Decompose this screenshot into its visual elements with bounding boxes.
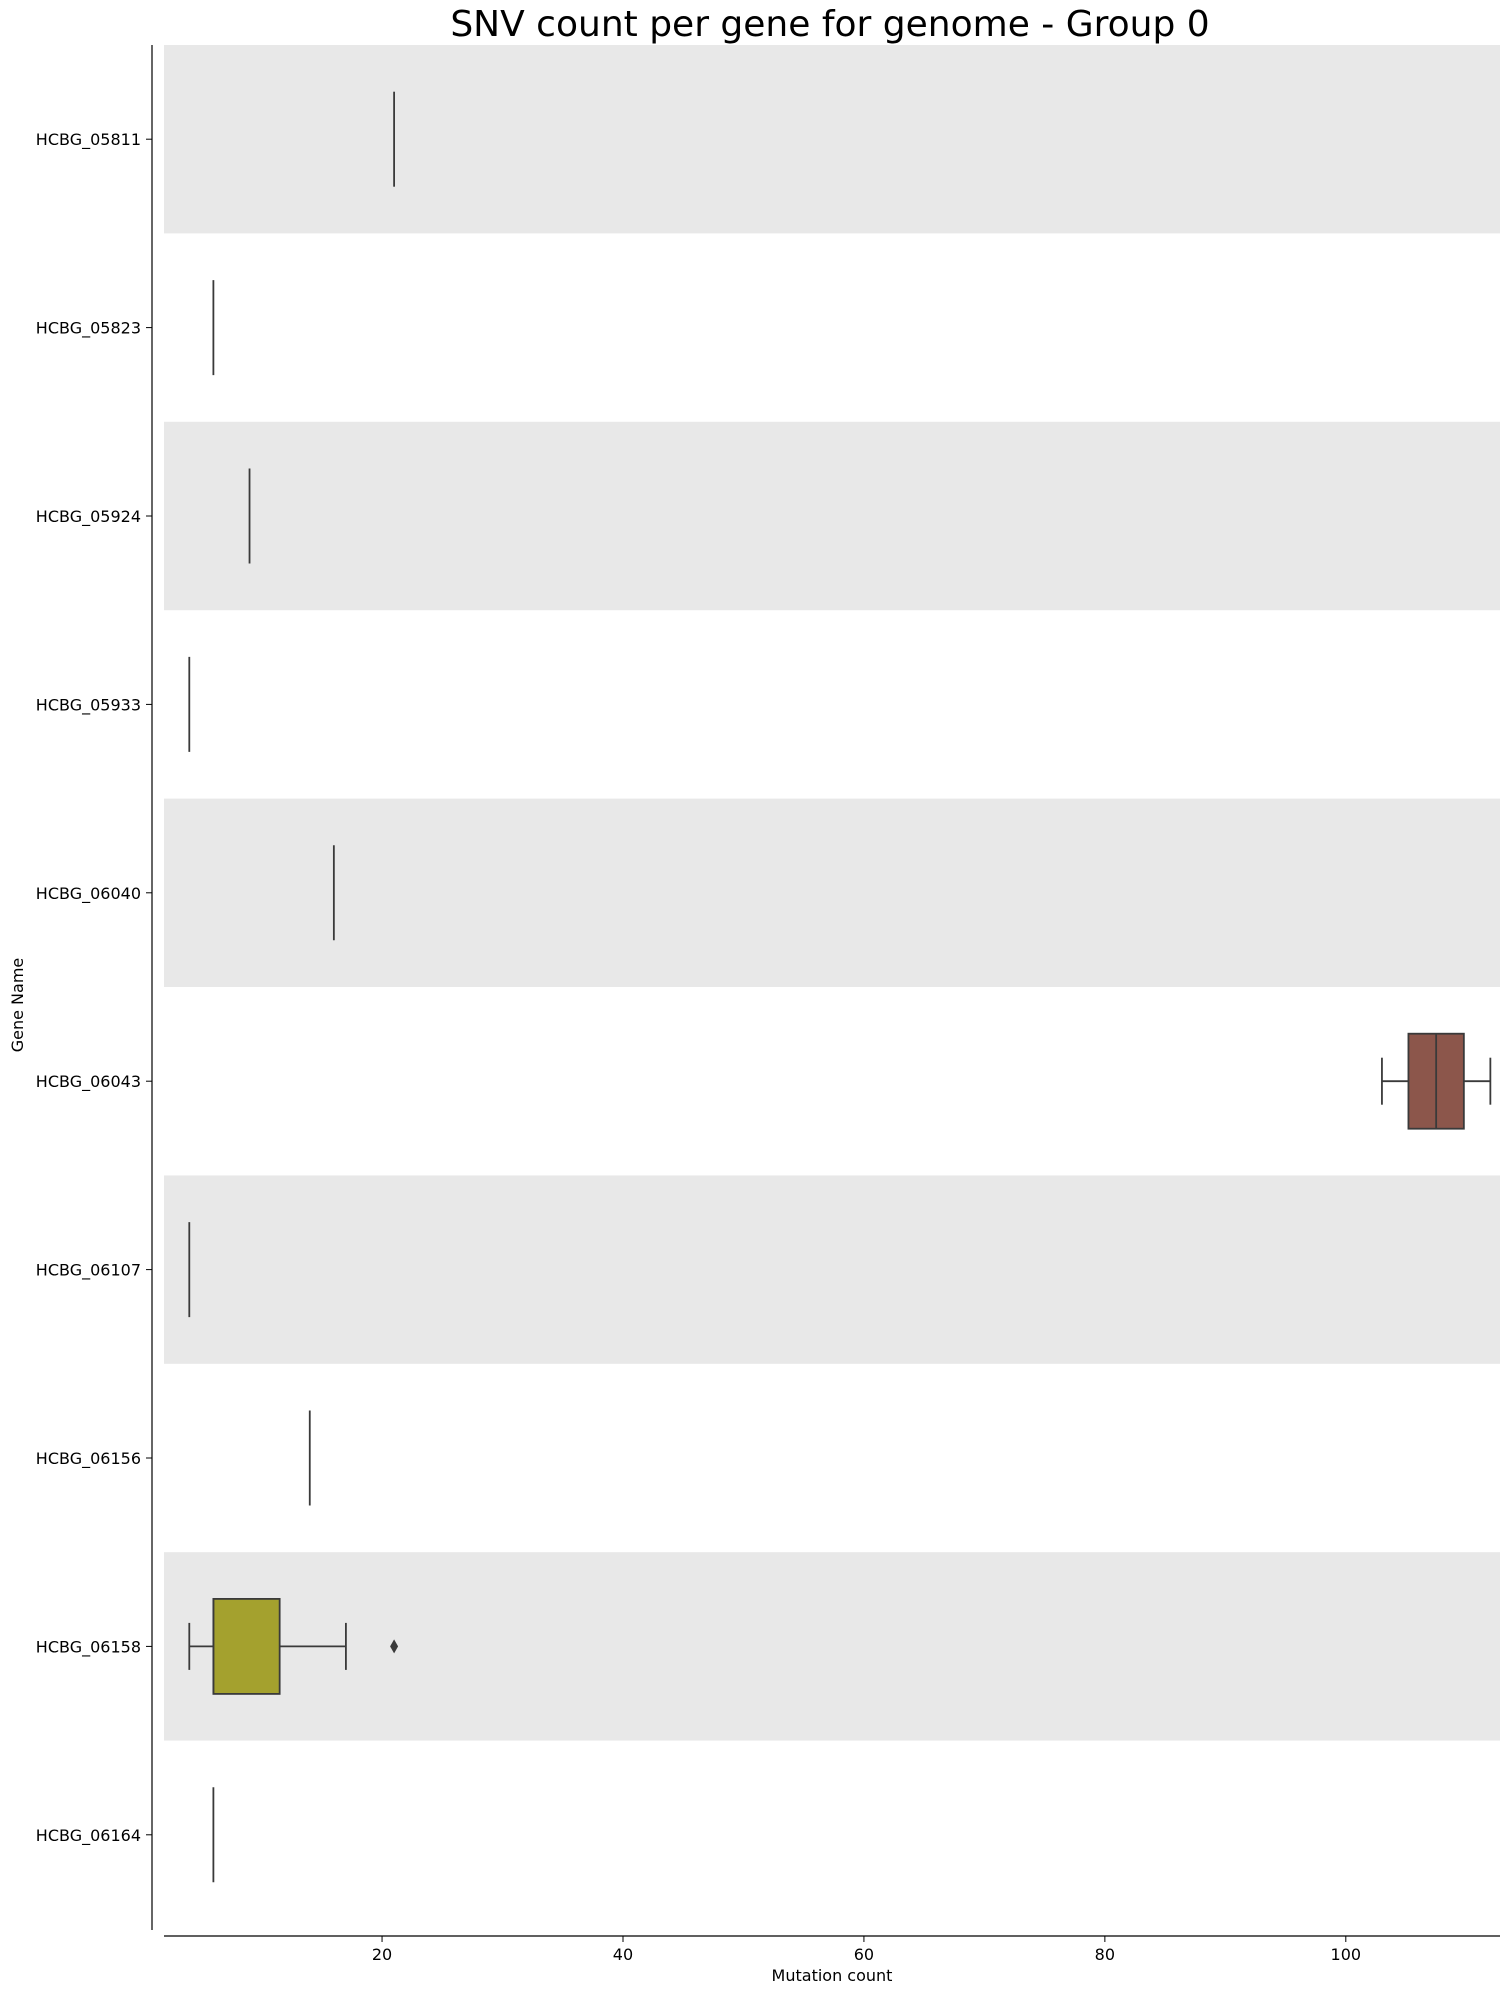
y-axis-label: Gene Name (8, 958, 27, 1053)
box-series (188, 91, 1492, 1883)
x-axis-label: Mutation count (772, 1966, 893, 1985)
box-hcbg_06043 (1381, 1032, 1492, 1130)
row-band (164, 45, 1500, 234)
x-tick-label: 40 (613, 1945, 633, 1964)
y-tick-label: HCBG_05811 (36, 130, 141, 150)
row-band (164, 798, 1500, 987)
row-band (164, 1175, 1500, 1364)
x-tick-label: 80 (1095, 1945, 1115, 1964)
y-tick-label: HCBG_06158 (36, 1637, 141, 1657)
y-tick-label: HCBG_05933 (36, 695, 141, 715)
y-axis: HCBG_05811 HCBG_05823 HCBG_05924 HCBG_05933… (36, 45, 153, 1930)
y-tick-label: HCBG_06040 (36, 884, 141, 904)
x-tick-label: 60 (854, 1945, 874, 1964)
y-tick-label: HCBG_05823 (36, 319, 141, 339)
y-tick-label: HCBG_06164 (36, 1826, 141, 1846)
x-axis: 20 40 60 80 100 (164, 1935, 1500, 1964)
outlier-point (390, 1639, 399, 1654)
y-tick-label: HCBG_05924 (36, 507, 141, 527)
x-tick-label: 20 (372, 1945, 392, 1964)
x-tick-label: 100 (1331, 1945, 1362, 1964)
chart-title: SNV count per gene for genome - Group 0 (450, 4, 1209, 45)
row-bands (164, 45, 1500, 1741)
y-tick-label: HCBG_06107 (36, 1261, 141, 1281)
y-tick-label: HCBG_06043 (36, 1072, 141, 1092)
box-iqr (212, 1598, 281, 1695)
y-tick-label: HCBG_06156 (36, 1449, 141, 1469)
row-band (164, 421, 1500, 611)
row-band (164, 1552, 1500, 1741)
box-hcbg_06158 (188, 1598, 399, 1695)
